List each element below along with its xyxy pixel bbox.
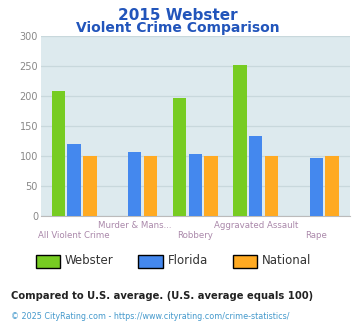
Bar [173,98,186,216]
Bar [204,156,218,216]
Text: Webster: Webster [65,253,113,267]
Bar [128,152,141,216]
Text: © 2025 CityRating.com - https://www.cityrating.com/crime-statistics/: © 2025 CityRating.com - https://www.city… [11,312,289,321]
Text: Aggravated Assault: Aggravated Assault [214,221,298,230]
Text: All Violent Crime: All Violent Crime [38,231,110,240]
Bar [67,144,81,216]
Bar [189,154,202,216]
Bar [52,91,65,216]
Bar [83,156,97,216]
Text: Robbery: Robbery [177,231,213,240]
Bar [326,156,339,216]
Bar [265,156,278,216]
Text: Violent Crime Comparison: Violent Crime Comparison [76,21,279,35]
Text: Rape: Rape [305,231,327,240]
Bar [310,158,323,216]
Bar [249,136,262,216]
Text: Compared to U.S. average. (U.S. average equals 100): Compared to U.S. average. (U.S. average … [11,291,313,301]
Text: Murder & Mans...: Murder & Mans... [98,221,171,230]
Bar [233,65,247,216]
Text: Florida: Florida [168,253,208,267]
Bar [144,156,157,216]
Text: National: National [262,253,311,267]
Text: 2015 Webster: 2015 Webster [118,8,237,23]
